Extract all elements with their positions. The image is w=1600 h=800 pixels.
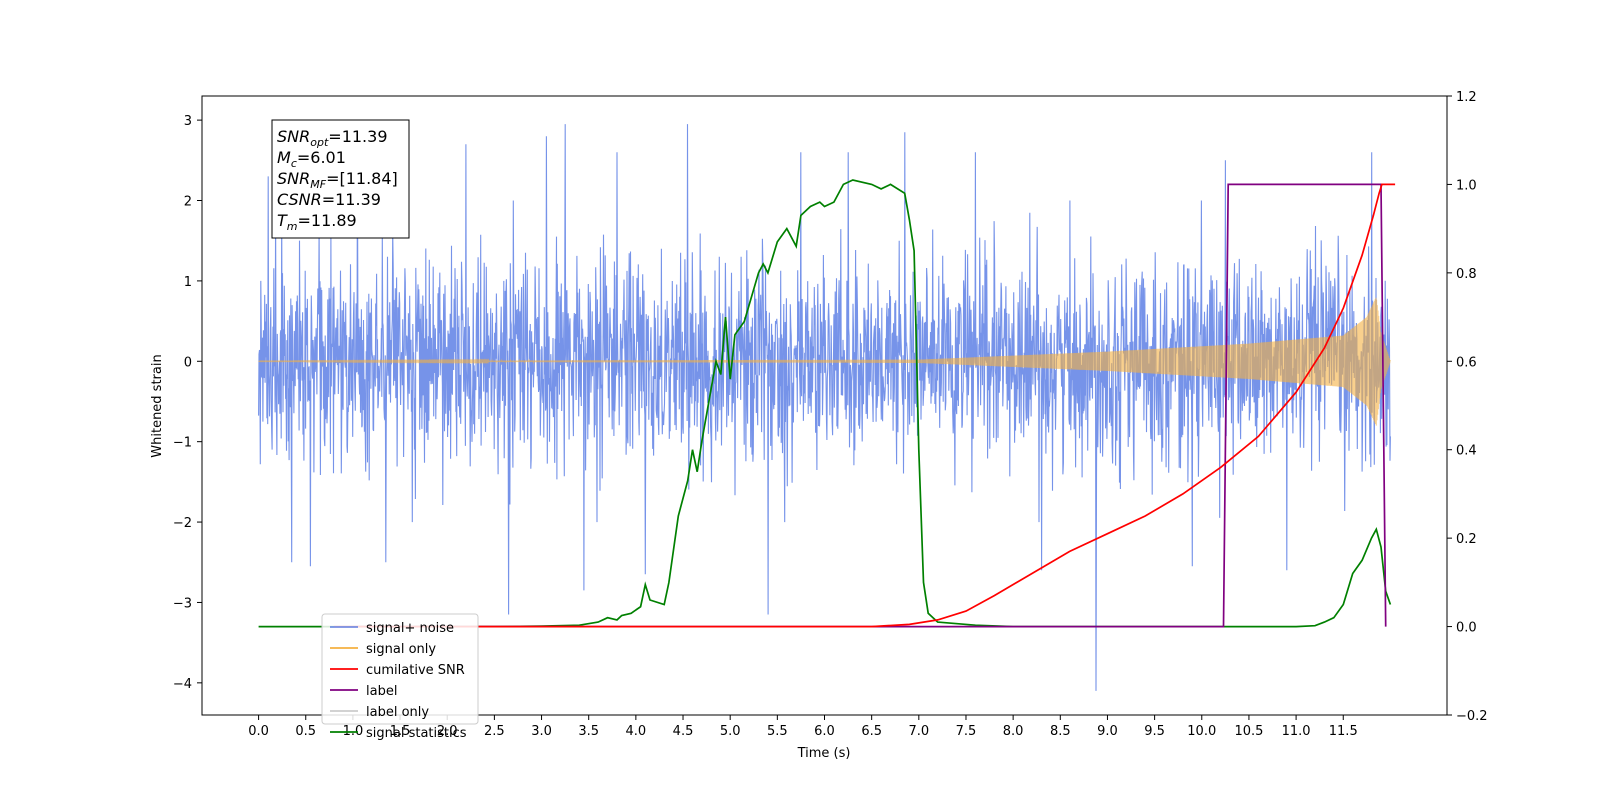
y-tick-label: 1 xyxy=(184,275,192,290)
annotation-frame xyxy=(271,119,410,239)
annotation-box: SNRopt=11.39Mc=6.01SNRMF=[11.84]CSNR=11.… xyxy=(271,119,410,239)
legend-label: label xyxy=(366,684,397,699)
x-tick-label: 5.5 xyxy=(767,724,788,739)
y-axis-label: Whitened strain xyxy=(150,354,165,457)
y-right-tick-label: 0.8 xyxy=(1456,267,1477,282)
y-right-tick-label: 0.0 xyxy=(1456,621,1477,636)
x-tick-label: 7.5 xyxy=(956,724,977,739)
y-tick-label: −4 xyxy=(173,677,192,692)
legend-label: label only xyxy=(366,705,429,720)
series-cumulative-snr xyxy=(334,183,1396,628)
x-tick-label: 2.5 xyxy=(484,724,505,739)
x-tick-label: 9.0 xyxy=(1097,724,1118,739)
x-tick-label: 1.5 xyxy=(390,724,411,739)
y-tick-label: 0 xyxy=(184,355,192,370)
x-tick-label: 4.5 xyxy=(673,724,694,739)
annotation-line: CSNR=11.39 xyxy=(277,190,381,209)
annotation-line: SNRopt=11.39 xyxy=(277,127,388,149)
y-tick-label: −2 xyxy=(173,516,192,531)
y-axis-right: −0.2 0.0 0.2 0.4 0.6 0.8 1.0 1.2 xyxy=(1447,90,1488,724)
y-right-tick-label: 1.2 xyxy=(1456,90,1477,105)
y-tick-label: 2 xyxy=(184,195,192,210)
y-axis-left: −4 −3 −2 −1 0 1 2 3 xyxy=(173,114,202,692)
x-tick-label: 2.0 xyxy=(437,724,458,739)
y-right-tick-label: 1.0 xyxy=(1456,178,1477,193)
x-tick-label: 8.5 xyxy=(1050,724,1071,739)
series-label xyxy=(334,183,1387,628)
x-tick-label: 10.5 xyxy=(1234,724,1263,739)
series-signal-statistics xyxy=(258,179,1392,628)
x-tick-label: 8.0 xyxy=(1003,724,1024,739)
x-tick-label: 11.0 xyxy=(1282,724,1311,739)
series-signal-only xyxy=(258,297,1391,426)
y-tick-label: −1 xyxy=(173,436,192,451)
legend-label: cumilative SNR xyxy=(366,663,465,678)
y-tick-label: 3 xyxy=(184,114,192,129)
y-right-tick-label: 0.2 xyxy=(1456,532,1477,547)
legend-label: signal only xyxy=(366,642,436,657)
legend-frame xyxy=(321,613,479,725)
x-tick-label: 4.0 xyxy=(626,724,647,739)
x-tick-label: 0.5 xyxy=(295,724,316,739)
x-tick-label: 7.0 xyxy=(908,724,929,739)
x-tick-label: 3.0 xyxy=(531,724,552,739)
legend-label: signal+ noise xyxy=(366,621,454,636)
x-tick-label: 3.5 xyxy=(578,724,599,739)
y-tick-label: −3 xyxy=(173,596,192,611)
x-tick-label: 6.5 xyxy=(861,724,882,739)
x-axis-label: Time (s) xyxy=(797,746,851,761)
x-tick-label: 10.0 xyxy=(1187,724,1216,739)
x-tick-label: 6.0 xyxy=(814,724,835,739)
x-axis: 0.0 0.5 1.0 1.5 2.0 2.5 3.0 3.5 4.0 4.5 5.0 5.5 6.0 6… xyxy=(248,715,1358,739)
legend-label: signal statistics xyxy=(366,726,467,741)
legend: signal+ noise signal only cumilative SNR la… xyxy=(321,613,479,741)
series-signal-noise xyxy=(258,124,1391,691)
y-right-tick-label: 0.4 xyxy=(1456,444,1477,459)
annotation-line: Tm=11.89 xyxy=(277,211,357,233)
x-tick-label: 9.5 xyxy=(1144,724,1165,739)
x-tick-label: 5.0 xyxy=(720,724,741,739)
series-layer xyxy=(258,124,1396,691)
y-right-tick-label: 0.6 xyxy=(1456,355,1477,370)
annotation-line: SNRMF=[11.84] xyxy=(277,169,398,191)
y-right-tick-label: −0.2 xyxy=(1456,709,1488,724)
x-tick-label: 11.5 xyxy=(1329,724,1358,739)
x-tick-label: 0.0 xyxy=(248,724,269,739)
annotation-line: Mc=6.01 xyxy=(277,148,346,170)
